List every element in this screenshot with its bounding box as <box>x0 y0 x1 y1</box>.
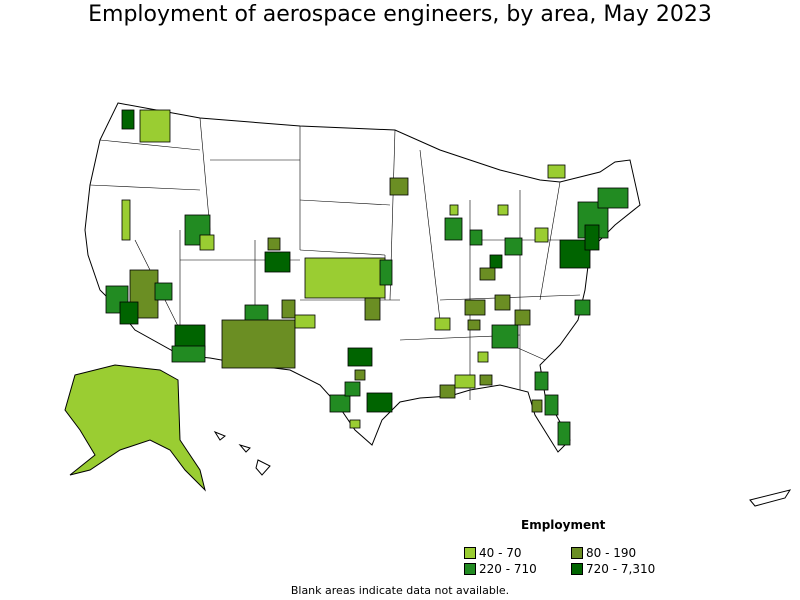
employment-area <box>467 319 481 331</box>
employment-area <box>544 394 559 416</box>
legend-item: 220 - 710 <box>464 562 537 576</box>
employment-area <box>364 297 381 321</box>
state-border <box>99 139 201 151</box>
employment-area <box>267 237 281 251</box>
state-border <box>199 117 211 231</box>
employment-area <box>366 392 393 413</box>
employment-area <box>434 317 451 331</box>
employment-area <box>389 177 409 196</box>
legend-label: 80 - 190 <box>586 546 637 560</box>
employment-area <box>574 299 591 316</box>
employment-area <box>449 204 459 216</box>
employment-area <box>221 319 296 369</box>
employment-area <box>294 314 316 329</box>
map-areas <box>105 109 629 446</box>
employment-area <box>477 351 489 363</box>
employment-area <box>264 251 291 273</box>
state-border <box>419 149 441 321</box>
employment-area <box>454 374 476 389</box>
employment-area <box>379 259 393 286</box>
employment-area <box>534 371 549 391</box>
employment-area <box>349 419 361 429</box>
employment-area <box>534 227 549 243</box>
employment-area <box>199 234 215 251</box>
employment-area <box>497 204 509 216</box>
employment-area <box>121 109 135 130</box>
employment-area <box>139 109 171 143</box>
legend-item: 80 - 190 <box>571 546 636 560</box>
legend-swatch <box>464 563 476 575</box>
footnote: Blank areas indicate data not available. <box>290 584 510 597</box>
employment-area <box>344 381 361 397</box>
employment-area <box>444 217 463 241</box>
employment-area <box>121 199 131 241</box>
state-border <box>299 249 386 256</box>
hawaii-outline <box>213 430 226 441</box>
employment-area <box>491 324 519 349</box>
employment-area <box>329 394 351 413</box>
map-title: Employment of aerospace engineers, by ar… <box>88 2 712 27</box>
employment-area <box>469 229 483 246</box>
alaska-outline <box>64 364 206 492</box>
legend-label: 40 - 70 <box>479 546 522 560</box>
employment-area <box>464 299 486 316</box>
employment-area <box>547 164 566 179</box>
state-border <box>89 184 201 191</box>
legend-swatch <box>464 547 476 559</box>
employment-area <box>494 294 511 311</box>
employment-area <box>489 254 503 269</box>
legend-label: 220 - 710 <box>479 562 537 576</box>
legend-swatch <box>571 563 583 575</box>
puerto-rico-outline <box>749 489 792 507</box>
legend-swatch <box>571 547 583 559</box>
legend-title: Employment <box>521 518 606 532</box>
employment-area <box>597 187 629 209</box>
employment-area <box>281 299 296 319</box>
employment-area <box>304 257 386 299</box>
employment-area <box>171 345 206 363</box>
employment-area <box>531 399 543 413</box>
legend-item: 720 - 7,310 <box>571 562 655 576</box>
employment-area <box>347 347 373 367</box>
legend-item: 40 - 70 <box>464 546 522 560</box>
employment-area <box>354 369 366 381</box>
employment-area <box>479 267 496 281</box>
employment-area <box>557 421 571 446</box>
employment-area <box>154 282 173 301</box>
state-border <box>299 199 391 206</box>
state-border <box>539 181 561 301</box>
map-base <box>64 102 792 507</box>
employment-area <box>514 309 531 326</box>
employment-area <box>479 374 493 386</box>
employment-area <box>439 384 456 399</box>
legend-label: 720 - 7,310 <box>586 562 656 576</box>
employment-area <box>119 301 139 325</box>
hawaii-outline <box>238 444 251 453</box>
hawaii-outline <box>255 459 271 476</box>
employment-area <box>584 224 600 251</box>
employment-area <box>504 237 523 256</box>
